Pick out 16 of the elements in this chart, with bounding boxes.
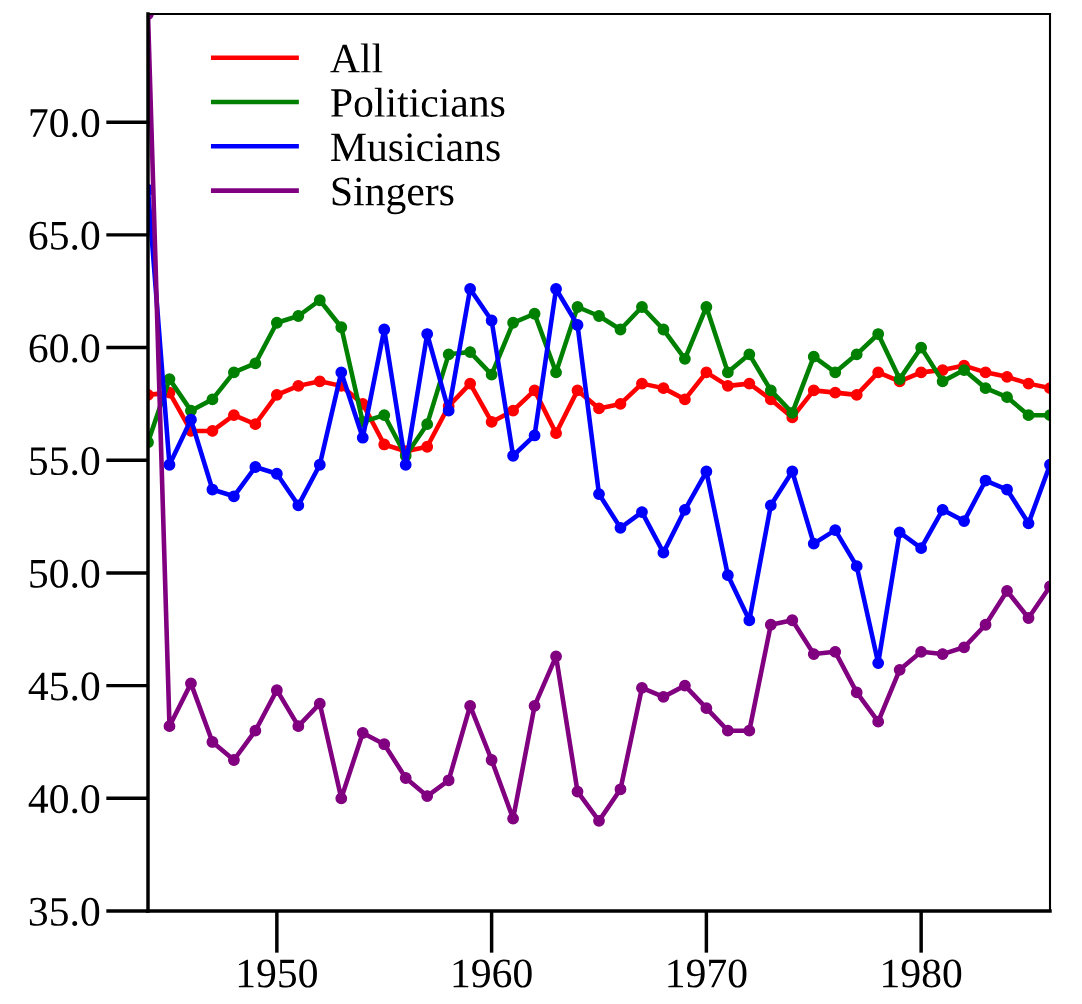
x-tick-label: 1970 — [668, 959, 747, 988]
y-tick-label: 45.0 — [28, 672, 100, 701]
y-tick-label: 70.0 — [30, 108, 100, 138]
y-tick-label: 40.0 — [28, 785, 100, 814]
y-tick-label: 50.0 — [30, 559, 100, 588]
y-tick-label: 55.0 — [30, 446, 100, 476]
x-tick-label: 1980 — [883, 959, 962, 988]
legend-label: Musicians — [331, 133, 500, 162]
legend-label: Politicians — [331, 87, 505, 118]
legend-label: All — [330, 43, 383, 73]
y-tick-label: 35.0 — [29, 897, 100, 927]
legend-label: Singers — [332, 177, 454, 215]
x-tick-label: 1960 — [453, 959, 532, 988]
y-tick-label: 60.0 — [29, 334, 100, 363]
x-tick-label: 1950 — [238, 959, 317, 988]
y-tick-label: 65.0 — [29, 221, 100, 250]
